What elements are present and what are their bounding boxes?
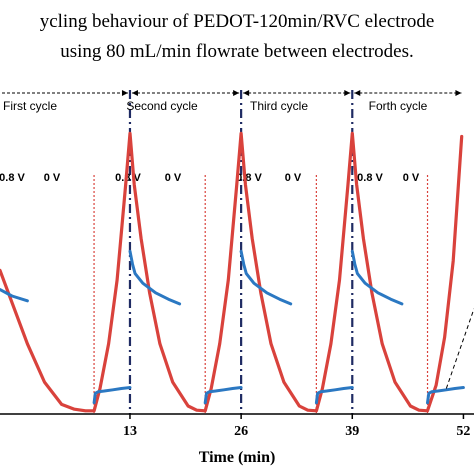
cycle-divider-lines xyxy=(128,90,354,414)
current-curve-segment-3 xyxy=(128,249,182,306)
cycle-span-arrowhead-right-1 xyxy=(121,90,128,96)
current-curve-segment-4 xyxy=(203,386,243,405)
cycle-label-third: Third cycle xyxy=(250,99,308,113)
annotation-pointer-line xyxy=(445,308,474,389)
current-curve-segment-8 xyxy=(426,386,465,405)
voltage-label-0v-3: 0 V xyxy=(285,172,302,184)
voltage-label-0.8v-1: 0.8 V xyxy=(0,172,26,184)
x-tick-label-26: 26 xyxy=(234,424,248,439)
voltage-curve xyxy=(0,131,464,413)
cycle-label-second: Second cycle xyxy=(126,99,198,113)
cycle-span-arrowhead-right-4 xyxy=(455,90,462,96)
voltage-label-0.8v-4: 0.8 V xyxy=(357,172,383,184)
voltage-label-0v-1: 0 V xyxy=(44,172,61,184)
chart-title-line-1: ycling behaviour of PEDOT-120min/RVC ele… xyxy=(40,11,435,32)
cycle-span-arrowhead-left-4 xyxy=(354,90,361,96)
current-curve-segment-1 xyxy=(0,288,29,303)
x-tick-label-39: 39 xyxy=(345,424,359,439)
current-curve-segment-6 xyxy=(314,386,354,405)
cycle-labels: First cycle Second cycle Third cycle For… xyxy=(3,99,428,113)
x-tick-label-13: 13 xyxy=(123,424,137,439)
current-curve-segment-5 xyxy=(239,249,293,306)
voltage-label-0v-2: 0 V xyxy=(165,172,182,184)
x-axis-ticks: 13 26 39 52 xyxy=(123,414,470,439)
chart-title-line-2: using 80 mL/min flowrate between electro… xyxy=(60,41,414,62)
current-curve-segment-2 xyxy=(92,386,132,405)
cycle-span-arrowhead-right-2 xyxy=(233,90,240,96)
voltage-labels: 0.8 V 0 V 0.8 V 0 V 0.8 V 0 V 0.8 V 0 V xyxy=(0,172,420,184)
voltage-label-0.8v-3: 0.8 V xyxy=(236,172,262,184)
data-series xyxy=(0,131,465,413)
cycle-label-first: First cycle xyxy=(3,99,57,113)
voltage-label-0v-4: 0 V xyxy=(403,172,420,184)
x-axis-title: Time (min) xyxy=(199,449,276,466)
x-tick-label-52: 52 xyxy=(456,424,470,439)
cycle-span-arrowhead-right-3 xyxy=(344,90,351,96)
cycle-span-arrows xyxy=(2,90,462,96)
cycle-span-arrowhead-left-3 xyxy=(243,90,250,96)
cycle-span-arrowhead-left-2 xyxy=(131,90,138,96)
current-curve-segment-7 xyxy=(350,249,404,306)
voltage-label-0.8v-2: 0.8 V xyxy=(115,172,141,184)
cycle-label-forth: Forth cycle xyxy=(369,99,428,113)
